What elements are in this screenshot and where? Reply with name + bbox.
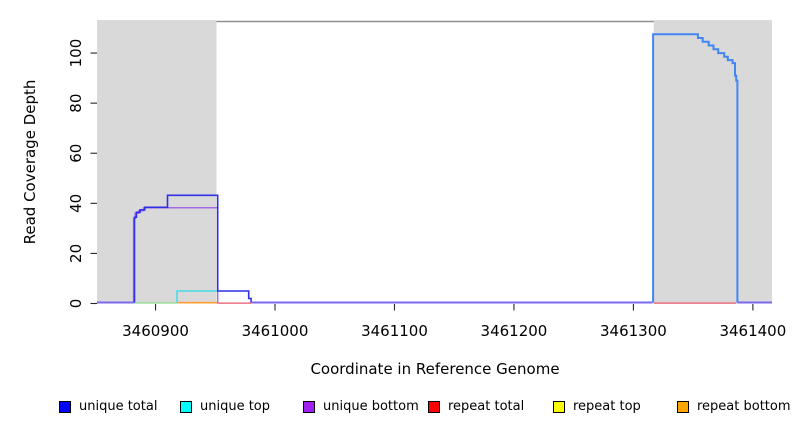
- legend-item-unique-top: unique top: [180, 400, 270, 414]
- legend-item-repeat-bottom: repeat bottom: [677, 400, 791, 414]
- legend-label-repeat-top: repeat top: [573, 399, 641, 414]
- legend-item-unique-bottom: unique bottom: [303, 400, 419, 414]
- legend-swatch-repeat-top: [553, 401, 565, 413]
- legend-swatch-unique-top: [180, 401, 192, 413]
- y-axis-title: Read Coverage Depth: [21, 79, 39, 245]
- y-tick-label: 40: [67, 194, 85, 213]
- x-tick-label: 3461400: [719, 322, 786, 340]
- left-repeat-shade: [97, 20, 217, 304]
- x-axis-title: Coordinate in Reference Genome: [310, 360, 560, 378]
- legend-item-repeat-top: repeat top: [553, 400, 641, 414]
- legend-label-unique-bottom: unique bottom: [323, 399, 419, 414]
- right-repeat-shade: [653, 20, 772, 304]
- legend-swatch-unique-total: [59, 401, 71, 413]
- y-tick-label: 100: [67, 39, 85, 68]
- legend-item-repeat-total: repeat total: [428, 400, 524, 414]
- x-tick-label: 3461200: [481, 322, 548, 340]
- legend-item-unique-total: unique total: [59, 400, 157, 414]
- x-tick-label: 3461000: [242, 322, 309, 340]
- series-unique-total-right: [652, 33, 739, 303]
- x-tick-label: 3460900: [122, 322, 189, 340]
- y-tick-label: 60: [67, 144, 85, 163]
- legend-label-repeat-total: repeat total: [448, 399, 525, 414]
- x-tick-label: 3461300: [600, 322, 667, 340]
- legend-swatch-unique-bottom: [303, 401, 315, 413]
- y-tick-label: 20: [67, 244, 85, 263]
- legend-label-repeat-bottom: repeat bottom: [697, 399, 791, 414]
- y-tick-label: 0: [67, 299, 85, 309]
- legend-swatch-repeat-total: [428, 401, 440, 413]
- series-unique-total-left: [133, 194, 252, 303]
- y-tick-label: 80: [67, 94, 85, 113]
- legend-label-unique-top: unique top: [200, 399, 271, 414]
- legend-label-unique-total: unique total: [79, 399, 158, 414]
- legend-swatch-repeat-bottom: [677, 401, 689, 413]
- x-tick-label: 3461100: [361, 322, 428, 340]
- series-unique-top: [176, 290, 218, 303]
